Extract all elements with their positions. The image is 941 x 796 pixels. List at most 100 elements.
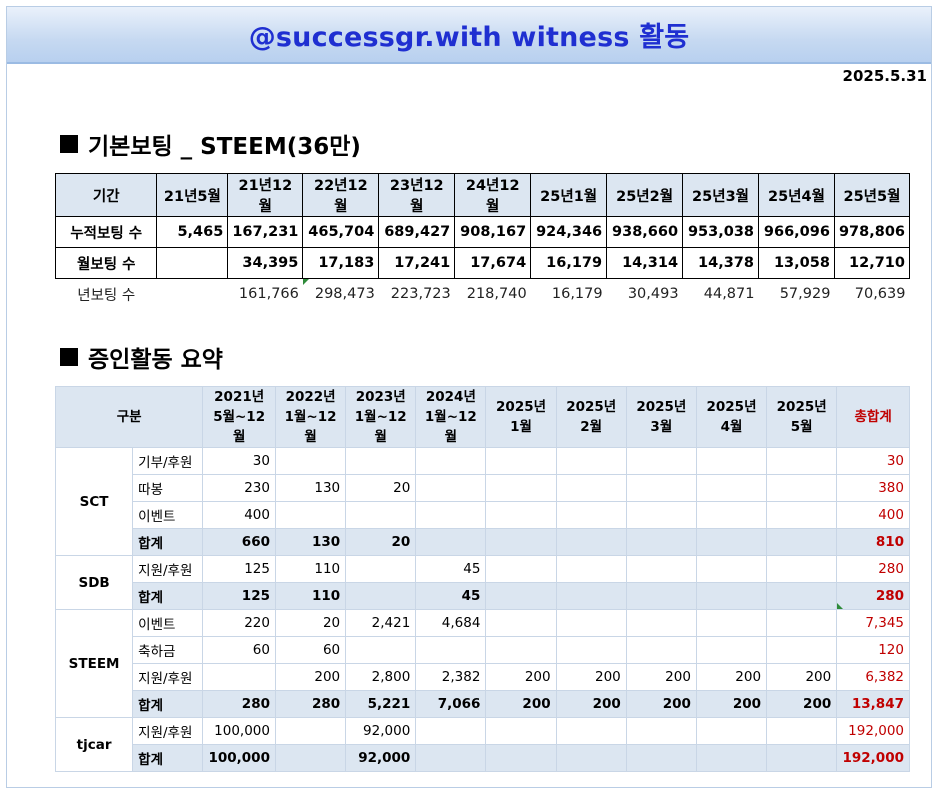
table-cell [555,501,627,529]
table-cell: 70,639 [854,286,906,303]
table-row: 축하금 60 60 120 [56,636,910,664]
table-cell [766,528,838,556]
period-range: 5월 [790,419,813,435]
table-cell [555,744,627,772]
item-label: 합계 [132,744,204,772]
table-row: 월보팅 수 34,395 17,183 17,241 17,674 16,179 14,31… [54,247,911,279]
table-cell: 30,493 [627,286,679,303]
period-column-header: 2024년 1월~12월 [415,386,487,448]
item-label: 지원/후원 [132,717,204,745]
table-cell [766,609,838,637]
table-cell: 110 [274,555,347,583]
period-year: 2023년 [355,389,406,405]
period-year: 2025년 [776,399,827,415]
square-bullet-icon [60,135,78,153]
table-cell: 7,066 [415,690,487,718]
table-cell [555,447,627,475]
table-cell: 938,660 [606,216,684,248]
table-row: 년보팅 수 161,766 298,473 223,723 218,740 16,179 3… [56,278,910,310]
table-cell [485,609,557,637]
table-cell [485,447,557,475]
table-cell [695,636,768,664]
page-title: @successgr.with witness 활동 [248,22,690,53]
item-label: 합계 [132,582,204,610]
table-cell [625,528,697,556]
category-header: 구분 [54,386,204,448]
row-total: 13,847 [836,690,910,718]
table-cell: 125 [202,555,276,583]
table-cell [485,501,557,529]
table-cell [766,582,838,610]
table-cell [766,474,838,502]
table-cell [625,717,697,745]
subtotal-row: 합계 280 280 5,221 7,066 200 200 200 200 200 13,847 [56,690,910,718]
table-cell [485,528,557,556]
grand-total-header: 총합계 [836,386,910,448]
table-cell: 5,221 [345,690,417,718]
witness-summary-header-row: 구분 2021년 5월~12월 2022년 1월~12월 2023년 1월~12월 2024년… [54,386,910,448]
item-label: 기부/후원 [132,447,204,475]
period-range: 1월~12월 [424,409,477,445]
period-range: 1월~12월 [284,409,337,445]
table-cell [274,744,347,772]
row-label: 월보팅 수 [54,247,158,279]
table-cell [695,501,768,529]
table-cell: 200 [695,690,768,718]
table-cell: 966,096 [758,216,835,248]
table-cell [485,717,557,745]
table-cell: 689,427 [378,216,456,248]
table-row: STEEM 이벤트 220 20 2,421 4,684 7,345 [54,609,910,718]
period-column-header: 2021년 5월~12월 [202,386,276,448]
table-cell [766,555,838,583]
table-cell: 60 [274,636,347,664]
table-cell: 30 [202,447,276,475]
table-cell: 200 [274,663,347,691]
table-cell [345,447,417,475]
table-cell [555,582,627,610]
table-row: 따봉 230 130 20 380 [56,474,910,502]
table-cell: 978,806 [833,216,911,248]
table-cell [415,528,487,556]
table-cell: 5,465 [156,216,229,248]
row-total: 192,000 [836,744,910,772]
row-total: 6,382 [836,663,910,691]
table-row: 누적보팅 수 5,465 167,231 465,704 689,427 908,167 9… [54,216,911,248]
table-cell [766,744,838,772]
row-total: 400 [836,501,910,529]
table-cell [415,474,487,502]
table-cell: 130 [274,474,347,502]
period-year: 2025년 [636,399,687,415]
section-basic-voting-label: 기본보팅 _ STEEM(36만) [88,134,361,160]
table-cell: 92,000 [345,717,417,745]
table-cell: 45 [415,555,487,583]
table-cell: 223,723 [390,286,451,303]
row-total: 192,000 [836,717,910,745]
period-year: 2021년 [214,389,265,405]
table-cell: 125 [202,582,276,610]
table-cell: 130 [274,528,347,556]
table-row: SCT 기부/후원 30 30 [54,447,910,556]
table-cell: 12,710 [833,247,911,279]
table-cell [555,636,627,664]
table-cell: 45 [415,582,487,610]
table-cell [415,717,487,745]
month-header: 22년12월 [302,173,380,217]
table-cell: 13,058 [758,247,835,279]
table-cell: 2,800 [345,663,417,691]
period-year: 2025년 [706,399,757,415]
table-cell [625,474,697,502]
month-header: 25년2월 [606,173,684,217]
month-header: 25년5월 [833,173,911,217]
table-cell: 218,740 [466,286,527,303]
period-range: 1월~12월 [354,409,407,445]
basic-voting-header-row: 기간 21년5월 21년12월 22년12월 23년12월 24년12월 25년1월 25년2… [54,173,911,217]
table-cell: 200 [485,663,557,691]
period-column-header: 2025년 2월 [555,386,627,448]
item-label: 합계 [132,528,204,556]
period-column-header: 2025년 1월 [485,386,557,448]
table-cell [625,555,697,583]
table-cell [345,582,417,610]
table-cell [485,582,557,610]
report-date: 2025.5.31 [842,67,927,85]
table-cell [485,744,557,772]
